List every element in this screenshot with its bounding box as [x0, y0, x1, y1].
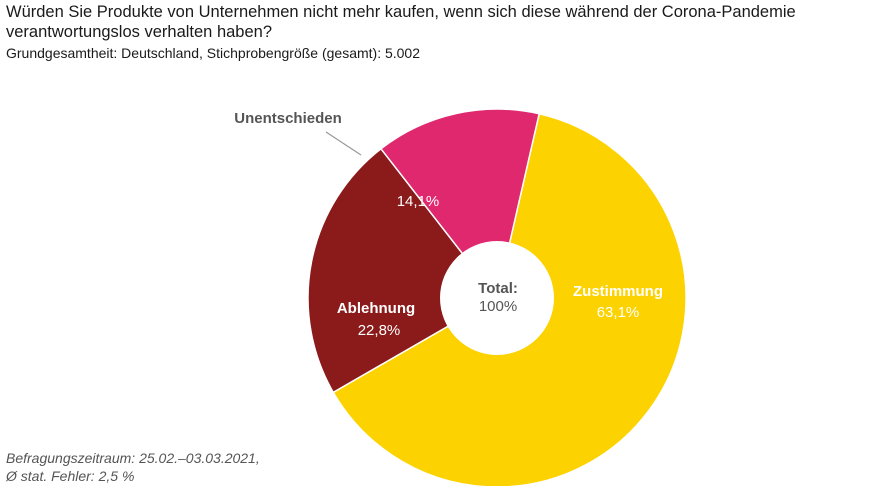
survey-period: Befragungszeitraum: 25.02.–03.03.2021,	[6, 450, 260, 466]
slice-value-zustimmung: 63,1%	[597, 304, 640, 321]
center-total-label: Total:	[478, 280, 518, 297]
slice-label-ablehnung: Ablehnung	[337, 300, 415, 317]
slice-value-ablehnung: 22,8%	[358, 322, 401, 339]
survey-footnote: Befragungszeitraum: 25.02.–03.03.2021, Ø…	[6, 449, 260, 485]
slice-label-zustimmung: Zustimmung	[573, 283, 663, 300]
chart-title: Würden Sie Produkte von Unternehmen nich…	[6, 3, 796, 41]
chart-subtitle: Grundgesamtheit: Deutschland, Stichprobe…	[6, 45, 421, 61]
slice-label-unentschieden: Unentschieden	[234, 110, 342, 127]
slice-ablehnung	[307, 147, 499, 394]
center-total-value: 100%	[479, 298, 517, 315]
donut-hole	[440, 241, 554, 355]
slice-value-unentschieden: 14,1%	[397, 193, 440, 210]
unentschieden-leader-line	[325, 131, 362, 156]
survey-error: Ø stat. Fehler: 2,5 %	[6, 468, 135, 484]
